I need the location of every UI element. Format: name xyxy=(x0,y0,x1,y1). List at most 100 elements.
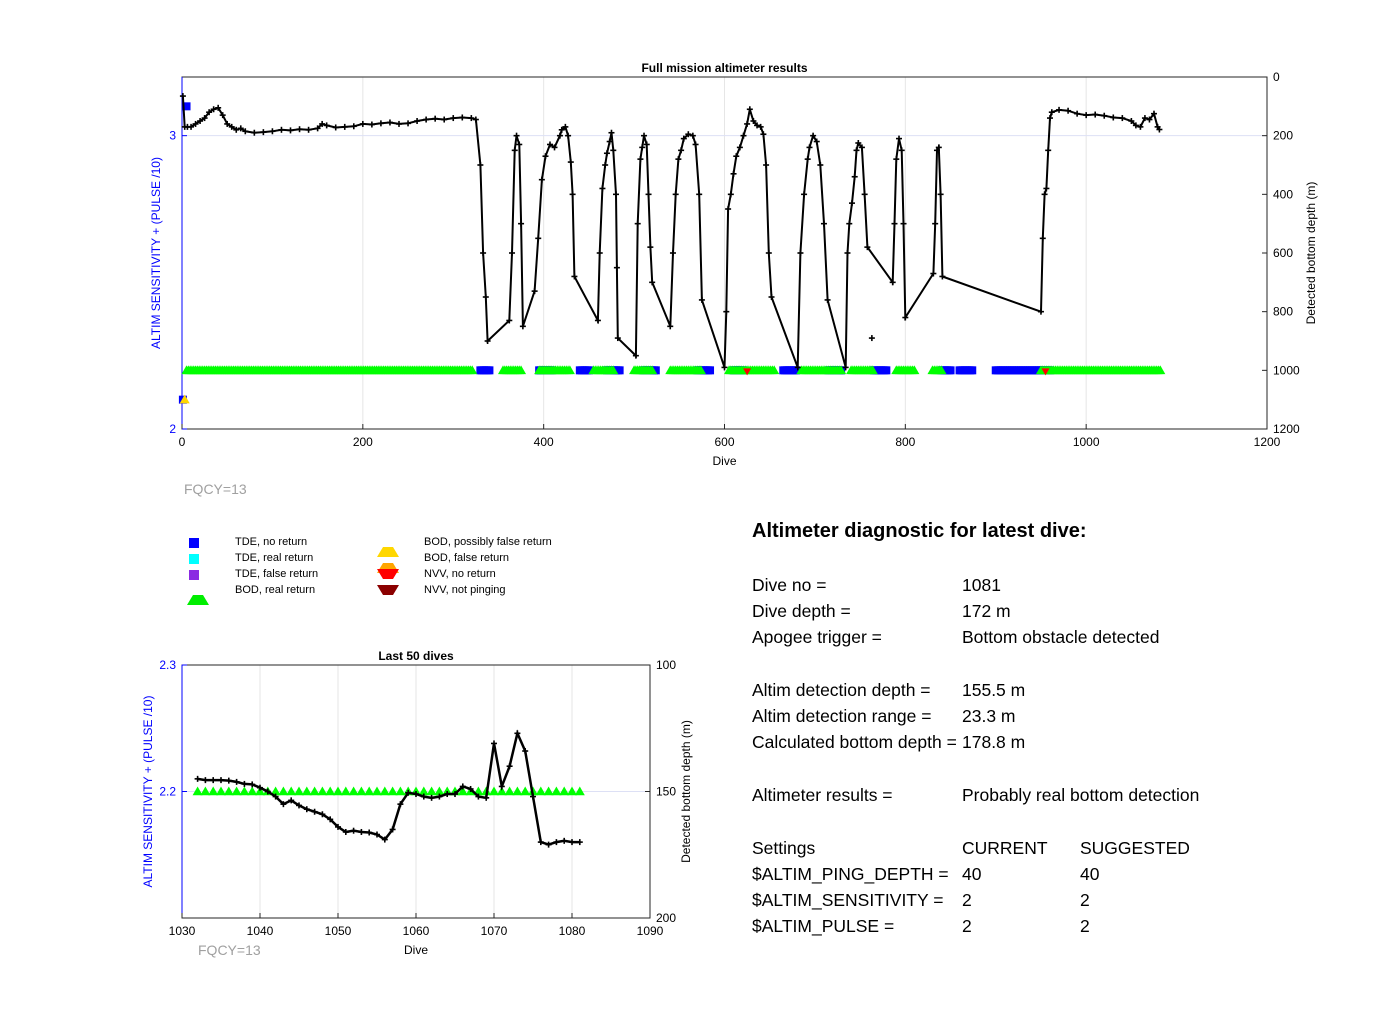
main-grid xyxy=(182,77,1267,429)
bottom-depth-point xyxy=(506,317,513,324)
bottom-depth-point xyxy=(672,191,679,198)
current-header: CURRENT xyxy=(962,838,1048,858)
bottom-depth-point xyxy=(614,335,621,342)
bottom-depth-point xyxy=(188,123,195,130)
bottom-depth-point xyxy=(1037,308,1044,315)
bottom-depth-point xyxy=(1048,109,1055,116)
bod-real-return-point xyxy=(769,365,780,375)
bottom-depth-point xyxy=(1141,115,1148,122)
bod-real-return-point xyxy=(608,365,619,375)
bottom-depth-point xyxy=(542,153,549,160)
calculated-bottom-value: 178.8 m xyxy=(962,732,1026,752)
tde-no-return-point xyxy=(651,366,660,375)
bottom-depth-point xyxy=(531,288,538,295)
legend-marker xyxy=(189,570,199,580)
bottom-depth-point xyxy=(551,144,558,151)
apogee-value: Bottom obstacle detected xyxy=(962,627,1160,647)
bottom-depth-point xyxy=(853,147,860,154)
legend-label: BOD, possibly false return xyxy=(424,536,552,548)
bottom-depth-point xyxy=(675,156,682,163)
main-y2tick-label: 1000 xyxy=(1273,363,1300,377)
bottom-depth-point xyxy=(930,270,937,277)
altim-detection-depth-label: Altim detection depth = xyxy=(752,680,931,700)
main-y2label: Detected bottom depth (m) xyxy=(1304,182,1318,325)
main-xtick-label: 1200 xyxy=(1254,435,1281,449)
bottom-depth-point xyxy=(518,220,525,227)
bottom-depth-point xyxy=(744,120,751,127)
bottom-depth-point xyxy=(608,129,615,136)
legend-label: BOD, false return xyxy=(424,552,509,564)
bottom-depth-point xyxy=(1041,191,1048,198)
dive-depth-label: Dive depth = xyxy=(752,601,851,621)
settings-label: Settings xyxy=(752,838,816,858)
bottom-depth-point xyxy=(405,120,412,127)
bottom-depth-point xyxy=(332,124,339,131)
bottom-depth-point xyxy=(669,250,676,256)
bod-real-return-point xyxy=(836,365,847,375)
bottom-depth-point xyxy=(596,250,603,256)
bottom-depth-point xyxy=(794,364,801,371)
tde-no-return-point xyxy=(615,366,624,375)
bottom-depth-point xyxy=(736,144,743,151)
bottom-depth-point xyxy=(754,122,761,129)
bottom-depth-point xyxy=(902,314,909,321)
suggested-header: SUGGESTED xyxy=(1080,838,1190,858)
bottom-depth-point xyxy=(864,244,871,251)
altim-detection-range-label: Altim detection range = xyxy=(752,706,932,726)
bottom-depth-point xyxy=(893,156,900,163)
nvv-no-return-point xyxy=(743,368,752,376)
bottom-depth-point xyxy=(567,159,574,166)
bottom-depth-point xyxy=(763,162,770,168)
bottom-depth-point xyxy=(613,264,620,271)
bottom-depth-point xyxy=(359,120,366,127)
sensitivity-current: 2 xyxy=(962,890,972,910)
ping-depth-current: 40 xyxy=(962,864,982,884)
bottom-depth-point xyxy=(602,162,609,168)
bottom-depth-point xyxy=(509,250,516,256)
tde-no-return-point xyxy=(968,366,977,375)
legend-marker xyxy=(377,569,399,589)
bottom-depth-point xyxy=(1128,118,1135,124)
bottom-depth-point xyxy=(1092,111,1099,118)
bottom-depth-point xyxy=(296,126,303,133)
main-xtick-label: 400 xyxy=(534,435,554,449)
main-fqcy-annotation: FQCY=13 xyxy=(184,481,247,497)
tde-no-return-point xyxy=(485,366,494,375)
bottom-depth-point xyxy=(1039,235,1046,242)
main-y2tick-label: 400 xyxy=(1273,187,1293,201)
last50-fqcy-annotation: FQCY=13 xyxy=(198,942,261,958)
altimeter-results-label: Altimeter results = xyxy=(752,785,893,805)
bottom-depth-point xyxy=(723,308,730,315)
bottom-depth-point xyxy=(610,147,617,154)
tde-no-return-point xyxy=(182,102,191,111)
bottom-depth-point xyxy=(260,129,267,136)
bod-real-return-point xyxy=(936,365,947,375)
main-y2tick-label: 600 xyxy=(1273,246,1293,260)
bottom-depth-point xyxy=(685,131,692,138)
bottom-depth-outlier-point xyxy=(868,335,875,342)
main-y2tick-label: 800 xyxy=(1273,305,1293,319)
bod-possibly-false-point xyxy=(179,394,190,404)
bottom-depth-point xyxy=(535,235,542,242)
bottom-depth-point xyxy=(233,126,240,133)
bottom-depth-point xyxy=(689,132,696,139)
main-ylabel: ALTIM SENSITIVITY + (PULSE /10) xyxy=(149,157,163,349)
bod-real-return-point xyxy=(1155,365,1166,375)
bottom-depth-point xyxy=(305,126,312,133)
bottom-depth-point xyxy=(565,132,572,139)
bottom-depth-point xyxy=(513,132,520,139)
bottom-depth-point xyxy=(484,338,491,344)
bottom-depth-point xyxy=(1056,106,1063,113)
bottom-depth-point xyxy=(562,123,569,130)
bottom-depth-point xyxy=(1150,110,1157,117)
bottom-depth-point xyxy=(1045,147,1052,154)
main-ytick-label: 2 xyxy=(169,422,176,436)
bottom-depth-point xyxy=(813,138,820,145)
bottom-depth-point xyxy=(855,140,862,146)
legend-label: TDE, no return xyxy=(235,536,308,548)
bottom-depth-point xyxy=(269,128,276,135)
bottom-depth-point xyxy=(613,191,619,198)
bottom-depth-point xyxy=(846,220,853,227)
pulse-current: 2 xyxy=(962,916,972,936)
